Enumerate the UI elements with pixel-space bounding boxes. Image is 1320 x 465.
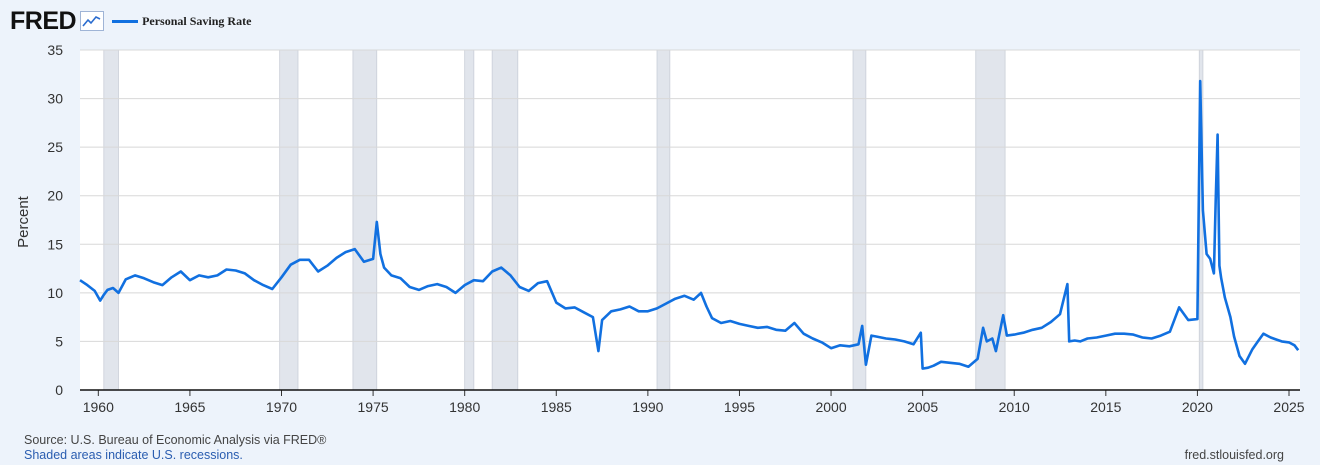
legend: Personal Saving Rate — [112, 14, 251, 29]
recessions-note-link[interactable]: Shaded areas indicate U.S. recessions. — [24, 448, 243, 462]
x-tick-label: 2000 — [815, 399, 846, 415]
x-tick-label: 2010 — [999, 399, 1030, 415]
x-tick-label: 1980 — [449, 399, 480, 415]
fred-graph-icon — [80, 11, 105, 31]
plot-area — [80, 50, 1300, 390]
legend-swatch — [112, 19, 139, 23]
y-tick-label: 15 — [47, 236, 63, 252]
gridlines — [80, 49, 1300, 342]
recession-band-5 — [656, 49, 671, 391]
series-line-personal-saving-rate[interactable] — [79, 79, 1300, 370]
y-tick-label: 10 — [47, 285, 63, 301]
footer-left: Source: U.S. Bureau of Economic Analysis… — [24, 433, 326, 463]
recession-shading — [103, 49, 1204, 391]
x-tick-label: 2005 — [907, 399, 938, 415]
recession-band-1 — [279, 49, 299, 391]
x-tick-label: 1990 — [632, 399, 663, 415]
x-tick-label: 2025 — [1273, 399, 1304, 415]
y-axis-label: Percent — [15, 195, 32, 248]
y-tick-label: 25 — [47, 139, 63, 155]
x-tick-label: 1975 — [358, 399, 389, 415]
fred-logo[interactable]: FRED — [10, 6, 77, 35]
y-axis-ticks: 0 5 10 15 20 25 30 35 — [47, 42, 63, 398]
y-tick-label: 35 — [47, 42, 63, 58]
x-tick-label: 1970 — [266, 399, 297, 415]
x-tick-label: 1985 — [541, 399, 572, 415]
chart-header: FRED Personal Saving Rate — [10, 6, 251, 36]
recession-band-4 — [491, 49, 519, 391]
recession-band-0 — [103, 49, 119, 391]
site-link[interactable]: fred.stlouisfed.org — [1184, 448, 1284, 462]
y-tick-label: 5 — [55, 333, 63, 349]
y-tick-label: 20 — [47, 188, 63, 204]
recession-band-3 — [464, 49, 475, 391]
x-tick-label: 1965 — [174, 399, 205, 415]
x-tick-label: 2015 — [1090, 399, 1121, 415]
x-axis-ticks: 1960 1965 1970 1975 1980 1985 1990 1995 2000 2005… — [83, 390, 1305, 415]
x-tick-label: 1995 — [724, 399, 755, 415]
x-tick-label: 2020 — [1182, 399, 1213, 415]
y-tick-label: 0 — [55, 382, 63, 398]
source-note: Source: U.S. Bureau of Economic Analysis… — [24, 433, 327, 447]
legend-label[interactable]: Personal Saving Rate — [142, 13, 252, 28]
y-tick-label: 30 — [47, 91, 63, 107]
x-tick-label: 1960 — [83, 399, 114, 415]
recession-band-2 — [352, 49, 378, 391]
